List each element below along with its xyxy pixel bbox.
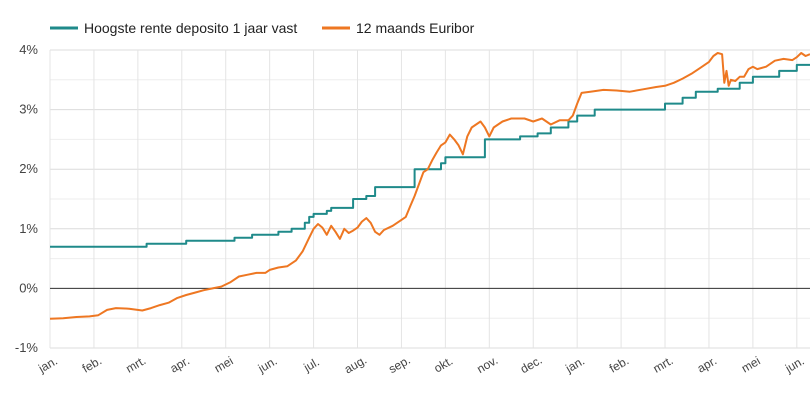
x-tick-label: mei: [739, 354, 763, 376]
x-tick-label: jun.: [782, 354, 807, 376]
grid: [49, 49, 810, 349]
x-tick-label: feb.: [607, 353, 631, 375]
y-tick-label: 1%: [19, 221, 38, 236]
x-tick-label: feb.: [80, 353, 104, 375]
x-tick-label: apr.: [168, 353, 192, 375]
y-axis-ticks: -1% 0% 1% 2% 3% 4%: [15, 42, 39, 355]
x-tick-label: jan.: [35, 354, 60, 376]
legend-label-1: Hoogste rente deposito 1 jaar vast: [84, 20, 297, 36]
x-tick-label: aug.: [342, 353, 369, 377]
legend: Hoogste rente deposito 1 jaar vast 12 maa…: [50, 20, 475, 36]
x-tick-label: sep.: [386, 353, 413, 376]
x-tick-label: mei: [212, 354, 236, 376]
x-tick-label: okt.: [431, 354, 455, 376]
x-tick-label: dec.: [518, 353, 545, 376]
x-tick-label: jul.: [301, 355, 322, 375]
x-tick-label: jun.: [255, 354, 280, 376]
y-tick-label: 0%: [19, 280, 38, 295]
x-tick-label: nov.: [474, 353, 500, 376]
x-tick-label: jan.: [562, 354, 587, 376]
y-tick-label: 2%: [19, 161, 38, 176]
legend-label-2: 12 maands Euribor: [356, 20, 475, 36]
series-lines: [49, 52, 810, 320]
series-line-1: [50, 63, 810, 248]
x-axis-ticks: jan. feb. mrt. apr. mei jun. jul. aug. sep. okt. n…: [35, 353, 806, 377]
x-tick-label: mrt.: [651, 353, 676, 375]
x-tick-label: mrt.: [123, 353, 148, 375]
y-tick-label: 3%: [19, 102, 38, 117]
series-line-2: [49, 52, 810, 320]
x-tick-label: apr.: [695, 353, 719, 375]
y-tick-label: -1%: [15, 340, 39, 355]
y-tick-label: 4%: [19, 42, 38, 57]
